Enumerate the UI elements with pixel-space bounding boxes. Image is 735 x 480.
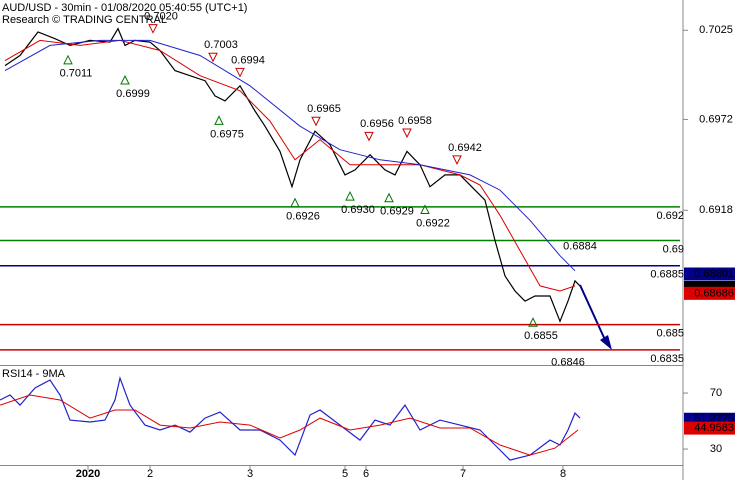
value-box-label: 44.9583 xyxy=(694,422,734,434)
swing-label: 0.6846 xyxy=(551,356,585,368)
series-line xyxy=(0,376,581,461)
swing-high-marker xyxy=(148,24,158,34)
value-box-label: 0.68686 xyxy=(694,287,734,299)
swing-label: 0.7020 xyxy=(144,11,178,23)
x-tick-label: 5 xyxy=(342,468,348,480)
swing-high-marker xyxy=(452,155,462,166)
arrow-head xyxy=(600,335,612,350)
swing-low-marker xyxy=(420,204,430,215)
x-tick-label: 3 xyxy=(247,468,253,480)
x-tick-label: 7 xyxy=(460,468,466,480)
projection-arrow xyxy=(579,284,607,343)
x-tick-label: 2 xyxy=(147,468,153,480)
swing-label: 0.6965 xyxy=(307,103,341,115)
swing-low-marker xyxy=(63,54,73,65)
swing-label: 0.7003 xyxy=(204,39,238,51)
level-label: 0.692 xyxy=(656,210,684,222)
swing-low-marker xyxy=(345,190,355,201)
swing-low-marker xyxy=(384,192,394,203)
series-line xyxy=(4,39,576,292)
swing-label: 0.6942 xyxy=(448,142,482,154)
swing-high-marker xyxy=(311,116,321,127)
swing-low-marker xyxy=(214,115,224,125)
value-box xyxy=(684,267,735,281)
y-tick-label: 0.6972 xyxy=(699,113,733,125)
y-tick-label: 30 xyxy=(710,443,722,455)
swing-label: 0.6994 xyxy=(231,54,265,66)
swing-label: 0.6999 xyxy=(116,88,150,100)
level-label: 0.6885 xyxy=(650,269,684,281)
level-label: 0.685 xyxy=(656,328,684,340)
swing-low-marker xyxy=(290,197,300,208)
swing-high-marker xyxy=(364,131,374,142)
swing-high-marker xyxy=(235,67,245,78)
swing-label: 0.6922 xyxy=(416,217,450,229)
swing-label: 0.6929 xyxy=(380,206,414,218)
swing-label: 0.7011 xyxy=(60,68,93,80)
chart-title: AUD/USD - 30min - 01/08/2020 05:40:55 (U… xyxy=(2,2,247,14)
swing-label: 0.6958 xyxy=(398,115,432,127)
panel-title: RSI14 - 9MA xyxy=(2,368,66,380)
y-tick-label: 0.7025 xyxy=(699,24,733,36)
swing-label: 0.6884 xyxy=(563,240,597,252)
level-label: 0.69 xyxy=(663,243,684,255)
y-tick-label: 70 xyxy=(710,387,722,399)
swing-high-marker xyxy=(402,128,412,139)
level-label: 0.6835 xyxy=(650,353,684,365)
swing-low-marker xyxy=(528,317,538,327)
series-line xyxy=(4,27,581,323)
swing-label: 0.6855 xyxy=(524,330,558,342)
swing-low-marker xyxy=(120,74,130,85)
swing-label: 0.6975 xyxy=(210,128,244,140)
x-tick-label: 6 xyxy=(363,468,369,480)
x-tick-label: 2020 xyxy=(76,468,100,480)
series-line xyxy=(0,394,579,456)
swing-label: 0.6956 xyxy=(360,118,394,130)
series-line xyxy=(4,39,576,272)
value-box-label: 0.68801 xyxy=(694,268,734,280)
value-box xyxy=(684,286,735,300)
y-tick-label: 0.6918 xyxy=(699,204,733,216)
swing-high-marker xyxy=(208,52,218,63)
x-tick-label: 8 xyxy=(560,468,566,480)
value-box xyxy=(684,421,735,435)
swing-label: 0.6926 xyxy=(286,211,320,223)
swing-label: 0.6930 xyxy=(341,204,375,216)
chart-subtitle: Research © TRADING CENTRAL xyxy=(2,14,167,26)
